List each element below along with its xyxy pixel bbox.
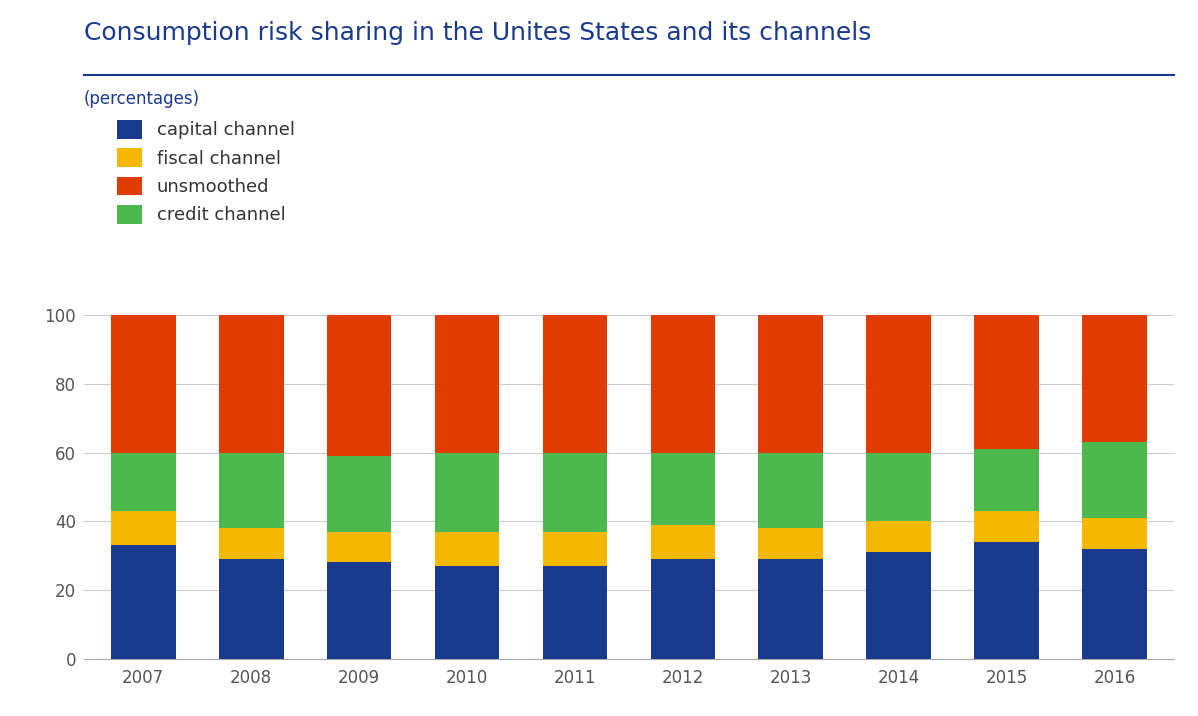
Bar: [435, 315, 500, 453]
Bar: [111, 511, 176, 546]
Bar: [866, 453, 931, 521]
Bar: [758, 528, 823, 559]
Bar: [327, 531, 392, 563]
Bar: [758, 559, 823, 659]
Bar: [974, 315, 1039, 449]
Legend: capital channel, fiscal channel, unsmoothed, credit channel: capital channel, fiscal channel, unsmoot…: [117, 120, 295, 225]
Bar: [435, 531, 500, 566]
Bar: [651, 453, 715, 525]
Bar: [866, 315, 931, 453]
Bar: [1082, 518, 1146, 548]
Bar: [1082, 442, 1146, 518]
Bar: [435, 453, 500, 531]
Bar: [111, 453, 176, 511]
Bar: [111, 315, 176, 453]
Bar: [111, 546, 176, 659]
Bar: [327, 563, 392, 659]
Bar: [651, 559, 715, 659]
Bar: [1082, 548, 1146, 659]
Bar: [866, 521, 931, 552]
Bar: [974, 449, 1039, 511]
Bar: [974, 542, 1039, 659]
Bar: [543, 453, 607, 531]
Bar: [219, 528, 284, 559]
Bar: [219, 453, 284, 528]
Text: (percentages): (percentages): [84, 90, 200, 107]
Bar: [1082, 315, 1146, 442]
Bar: [543, 531, 607, 566]
Bar: [758, 315, 823, 453]
Bar: [974, 511, 1039, 542]
Bar: [543, 315, 607, 453]
Text: Consumption risk sharing in the Unites States and its channels: Consumption risk sharing in the Unites S…: [84, 21, 871, 46]
Bar: [651, 315, 715, 453]
Bar: [866, 552, 931, 659]
Bar: [327, 315, 392, 456]
Bar: [651, 525, 715, 559]
Bar: [543, 566, 607, 659]
Bar: [219, 315, 284, 453]
Bar: [219, 559, 284, 659]
Bar: [435, 566, 500, 659]
Bar: [758, 453, 823, 528]
Bar: [327, 456, 392, 531]
